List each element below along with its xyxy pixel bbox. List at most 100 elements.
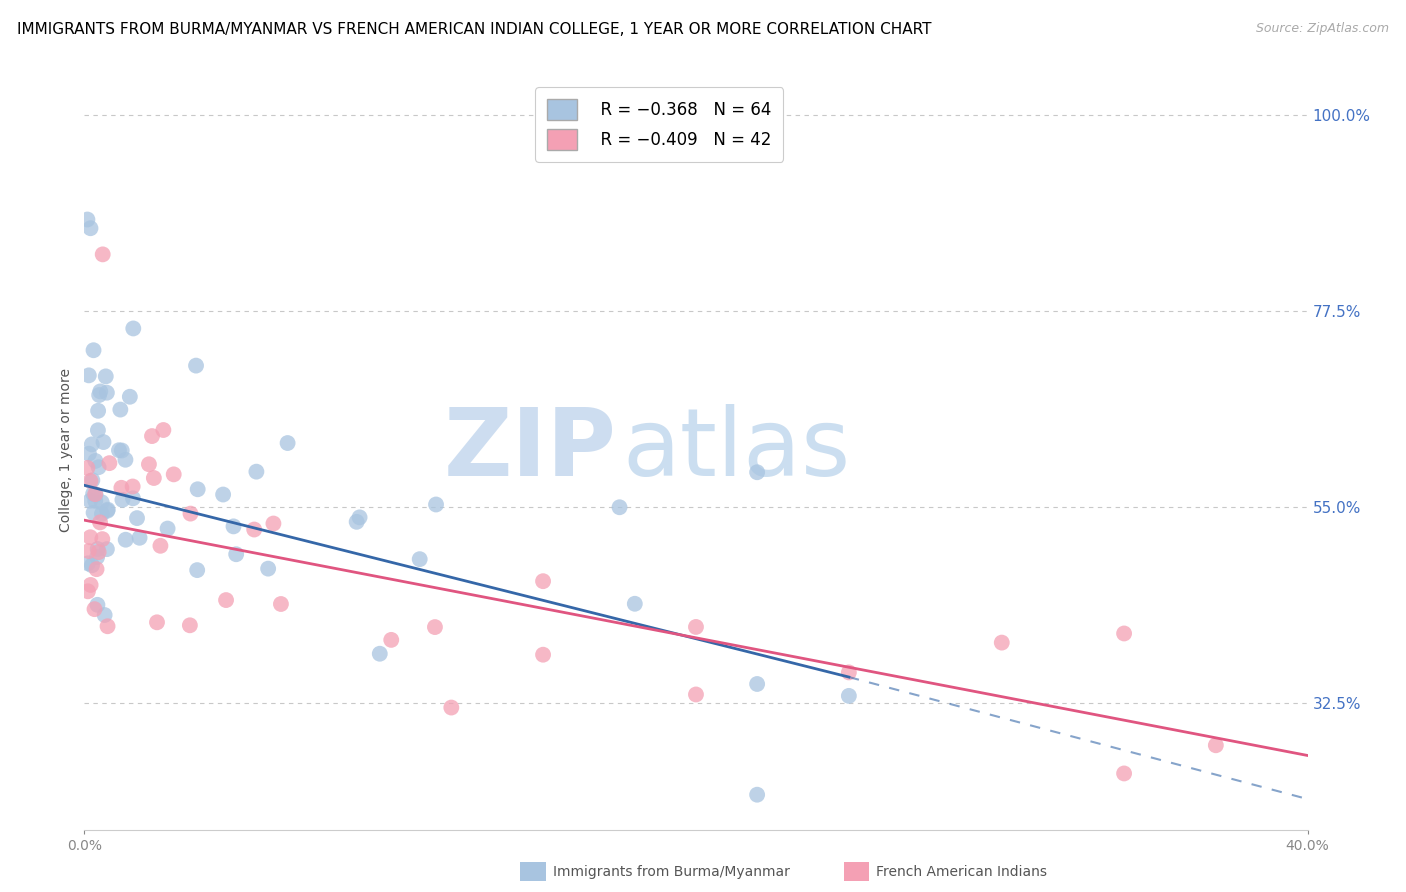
Point: [1114, 626, 1136, 640]
Point: [149, 539, 172, 553]
Point: [79, 474, 101, 488]
Point: [531, 574, 554, 589]
Point: [93, 435, 115, 450]
Point: [152, 423, 174, 437]
Point: [86, 541, 108, 556]
Point: [86, 550, 108, 565]
Point: [96, 504, 118, 518]
Text: atlas: atlas: [623, 404, 851, 497]
Point: [531, 648, 554, 662]
Point: [838, 689, 860, 703]
Point: [423, 620, 446, 634]
Point: [111, 443, 134, 458]
Point: [110, 481, 132, 495]
Point: [86, 598, 108, 612]
Point: [277, 436, 299, 450]
Point: [108, 443, 131, 458]
Point: [94, 369, 117, 384]
Point: [225, 547, 247, 561]
Point: [91, 507, 114, 521]
Point: [77, 557, 100, 571]
Point: [128, 531, 150, 545]
Point: [245, 465, 267, 479]
Point: [122, 321, 145, 335]
Point: [82, 473, 104, 487]
FancyBboxPatch shape: [519, 861, 547, 882]
Point: [93, 607, 115, 622]
Point: [82, 487, 104, 501]
Point: [262, 516, 284, 531]
Point: [141, 429, 163, 443]
FancyBboxPatch shape: [842, 861, 870, 882]
Point: [114, 452, 136, 467]
Point: [80, 437, 103, 451]
Point: [89, 388, 111, 402]
Point: [87, 545, 110, 559]
Point: [84, 454, 107, 468]
Point: [76, 212, 98, 227]
Y-axis label: College, 1 year or more: College, 1 year or more: [59, 368, 73, 533]
Point: [87, 460, 110, 475]
Point: [76, 461, 98, 475]
Point: [110, 402, 132, 417]
Point: [409, 552, 432, 566]
Point: [79, 221, 101, 235]
Point: [991, 635, 1014, 649]
Point: [747, 788, 769, 802]
Point: [79, 578, 101, 592]
Point: [146, 615, 169, 630]
Point: [222, 519, 245, 533]
Text: Immigrants from Burma/Myanmar: Immigrants from Burma/Myanmar: [553, 865, 789, 880]
Point: [111, 492, 134, 507]
Point: [163, 467, 186, 482]
Point: [624, 597, 647, 611]
Point: [747, 465, 769, 479]
Point: [90, 495, 112, 509]
Point: [1114, 766, 1136, 780]
Point: [86, 562, 108, 576]
Point: [609, 500, 631, 515]
Point: [349, 510, 371, 524]
Point: [80, 558, 103, 573]
Point: [83, 343, 105, 358]
Point: [425, 498, 447, 512]
Point: [685, 620, 707, 634]
Point: [87, 404, 110, 418]
Text: French American Indians: French American Indians: [876, 865, 1047, 880]
Point: [1205, 739, 1227, 753]
Point: [84, 488, 107, 502]
Legend:   R = −0.368   N = 64,   R = −0.409   N = 42: R = −0.368 N = 64, R = −0.409 N = 42: [536, 87, 783, 161]
Point: [91, 532, 114, 546]
Point: [83, 602, 105, 616]
Point: [89, 516, 111, 530]
Point: [270, 597, 292, 611]
Point: [96, 542, 118, 557]
Point: [186, 563, 208, 577]
Point: [747, 677, 769, 691]
Point: [83, 506, 105, 520]
Point: [142, 471, 165, 485]
Point: [84, 487, 107, 501]
Point: [368, 647, 391, 661]
Point: [215, 593, 238, 607]
Point: [77, 544, 100, 558]
Point: [77, 584, 100, 599]
Point: [243, 523, 266, 537]
Point: [440, 700, 463, 714]
Text: ZIP: ZIP: [443, 404, 616, 497]
Point: [125, 511, 148, 525]
Point: [156, 522, 179, 536]
Point: [179, 507, 201, 521]
Point: [122, 491, 145, 506]
Point: [96, 385, 118, 400]
Point: [138, 457, 160, 471]
Point: [77, 447, 100, 461]
Text: Source: ZipAtlas.com: Source: ZipAtlas.com: [1256, 22, 1389, 36]
Point: [212, 487, 235, 501]
Point: [91, 247, 114, 261]
Point: [179, 618, 201, 632]
Point: [89, 384, 111, 399]
Point: [84, 494, 107, 508]
Point: [97, 502, 120, 516]
Point: [79, 493, 101, 508]
